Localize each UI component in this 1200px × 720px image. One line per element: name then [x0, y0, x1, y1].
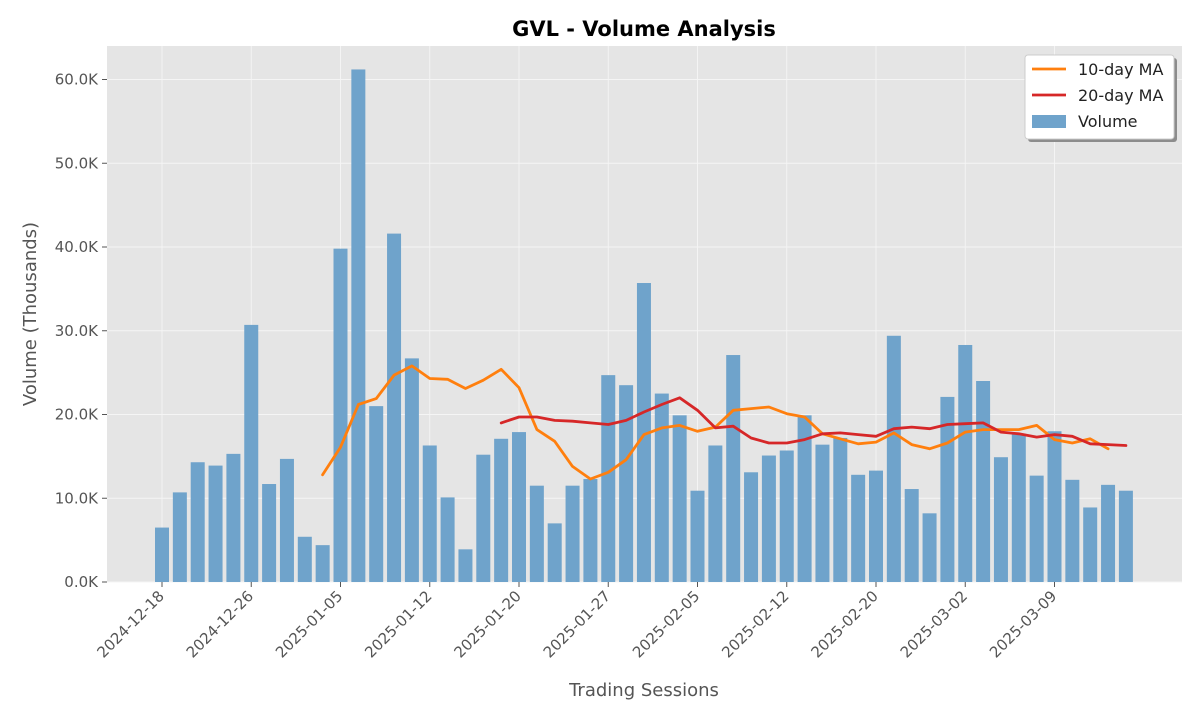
legend-label: 10-day MA: [1078, 60, 1163, 79]
volume-bar: [815, 444, 830, 582]
volume-bar: [1083, 507, 1098, 582]
volume-bar: [476, 454, 491, 582]
y-tick-label: 0.0K: [64, 573, 99, 591]
volume-bar: [547, 523, 562, 582]
volume-bar: [1101, 484, 1116, 582]
x-tick-label: 2025-03-02: [897, 587, 971, 661]
y-tick-label: 20.0K: [55, 406, 99, 424]
volume-bar: [1029, 475, 1044, 582]
volume-bar: [244, 324, 259, 582]
volume-bar: [886, 335, 901, 582]
volume-bar: [351, 69, 366, 582]
volume-bar: [654, 393, 669, 582]
volume-bar: [583, 478, 598, 582]
volume-bar: [851, 474, 866, 582]
volume-bar: [565, 485, 580, 582]
volume-bar: [690, 490, 705, 582]
ma20-line: [499, 396, 1128, 447]
legend: 10-day MA 20-day MA Volume: [1024, 54, 1177, 142]
x-tick-label: 2025-02-20: [807, 587, 881, 661]
volume-bar: [1047, 431, 1062, 582]
volume-bar: [1011, 433, 1026, 582]
volume-bar: [315, 545, 330, 582]
y-tick-label: 30.0K: [55, 322, 99, 340]
legend-label: Volume: [1078, 112, 1138, 131]
x-tick-label: 2025-01-20: [450, 587, 524, 661]
x-tick-label: 2025-02-12: [718, 587, 792, 661]
volume-bar: [708, 445, 723, 582]
volume-bar: [797, 415, 812, 582]
volume-bar: [672, 415, 687, 582]
x-tick-label: 2025-01-05: [272, 587, 346, 661]
volume-bar: [993, 457, 1008, 582]
volume-bar: [1065, 479, 1080, 582]
volume-bar: [404, 358, 419, 582]
volume-bar: [440, 497, 455, 582]
y-tick-label: 60.0K: [55, 71, 99, 89]
volume-bar: [422, 445, 437, 582]
volume-bar: [869, 470, 883, 582]
volume-bar: [976, 381, 991, 582]
volume-bar: [226, 453, 241, 582]
volume-bar: [458, 549, 473, 582]
x-tick-label: 2024-12-26: [183, 587, 257, 661]
volume-bar: [779, 450, 794, 582]
x-tick-label: 2025-01-27: [540, 587, 614, 661]
y-axis-title: Volume (Thousands): [20, 222, 41, 406]
x-tick-label: 2025-01-12: [361, 587, 435, 661]
legend-swatch-volume: [1032, 115, 1066, 128]
volume-bar: [208, 465, 223, 582]
x-axis-title: Trading Sessions: [568, 680, 719, 701]
volume-bar: [297, 536, 312, 582]
volume-bar: [833, 437, 848, 582]
x-tick-label: 2024-12-18: [93, 587, 167, 661]
volume-bar: [262, 484, 277, 582]
y-tick-label: 10.0K: [55, 489, 99, 507]
x-tick-label: 2025-02-05: [629, 587, 703, 661]
volume-bar: [744, 472, 759, 582]
volume-bar: [1118, 490, 1133, 582]
volume-bar: [155, 527, 169, 582]
chart-title: GVL - Volume Analysis: [512, 17, 776, 41]
moving-average-lines: [321, 364, 1128, 481]
volume-bar: [904, 489, 919, 582]
volume-bar: [619, 385, 634, 582]
volume-bar: [601, 375, 616, 582]
volume-bar: [726, 355, 741, 582]
volume-bar: [387, 233, 402, 582]
y-tick-label: 40.0K: [55, 238, 99, 256]
volume-bar: [636, 283, 651, 582]
volume-bar: [172, 492, 187, 582]
volume-bar: [190, 462, 205, 582]
volume-bar: [922, 513, 937, 582]
volume-bar: [529, 485, 544, 582]
volume-bar: [333, 248, 348, 583]
y-tick-label: 50.0K: [55, 154, 99, 172]
volume-bar: [369, 406, 384, 582]
volume-bar: [958, 344, 973, 582]
volume-bar: [761, 455, 776, 582]
volume-bar: [279, 458, 294, 582]
x-tick-label: 2025-03-09: [986, 587, 1060, 661]
volume-bar: [512, 432, 526, 582]
volume-bar: [494, 438, 509, 582]
legend-label: 20-day MA: [1078, 86, 1163, 105]
